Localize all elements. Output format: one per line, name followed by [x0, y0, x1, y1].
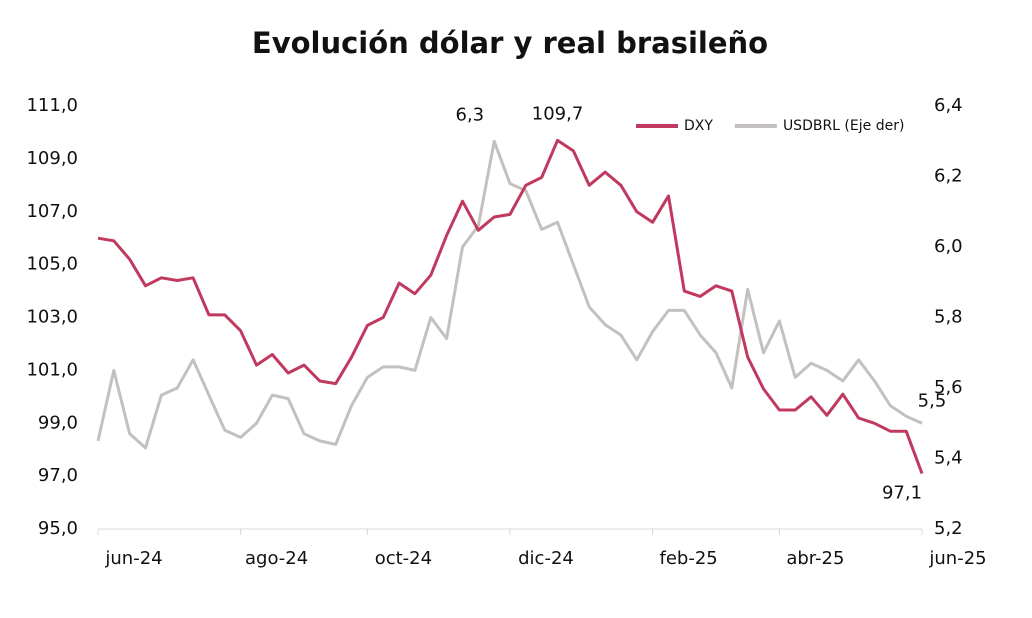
y-tick-label: 101,0	[26, 359, 78, 380]
y2-tick-label: 5,8	[934, 307, 963, 328]
legend-label: DXY	[684, 118, 713, 134]
data-label: 6,3	[456, 104, 485, 125]
legend-label: USDBRL (Eje der)	[783, 118, 904, 134]
x-tick-label: jun-25	[928, 548, 986, 569]
x-tick-label: dic-24	[518, 548, 574, 569]
y-tick-label: 111,0	[26, 95, 78, 116]
y-tick-label: 99,0	[38, 412, 78, 433]
y2-tick-label: 6,2	[934, 166, 963, 187]
y-tick-label: 109,0	[26, 148, 78, 169]
y2-tick-label: 6,0	[934, 236, 963, 257]
y-tick-label: 95,0	[38, 518, 78, 539]
y2-tick-label: 5,2	[934, 518, 963, 539]
data-label: 97,1	[882, 482, 922, 503]
x-tick-label: abr-25	[786, 548, 844, 569]
y-tick-label: 103,0	[26, 307, 78, 328]
y-tick-label: 97,0	[38, 465, 78, 486]
data-label: 5,5	[918, 390, 947, 411]
x-tick-label: oct-24	[375, 548, 432, 569]
x-tick-label: feb-25	[659, 548, 717, 569]
y-tick-label: 107,0	[26, 201, 78, 222]
chart-title: Evolución dólar y real brasileño	[252, 26, 768, 60]
line-series	[96, 139, 923, 450]
y2-tick-label: 5,4	[934, 448, 963, 469]
y2-tick-label: 6,4	[934, 95, 963, 116]
x-tick-label: jun-24	[104, 548, 162, 569]
y-tick-label: 105,0	[26, 254, 78, 275]
line-series	[97, 138, 924, 475]
x-tick-label: ago-24	[245, 548, 308, 569]
y2-tick-label: 5,6	[934, 377, 963, 398]
data-label: 109,7	[532, 103, 584, 124]
